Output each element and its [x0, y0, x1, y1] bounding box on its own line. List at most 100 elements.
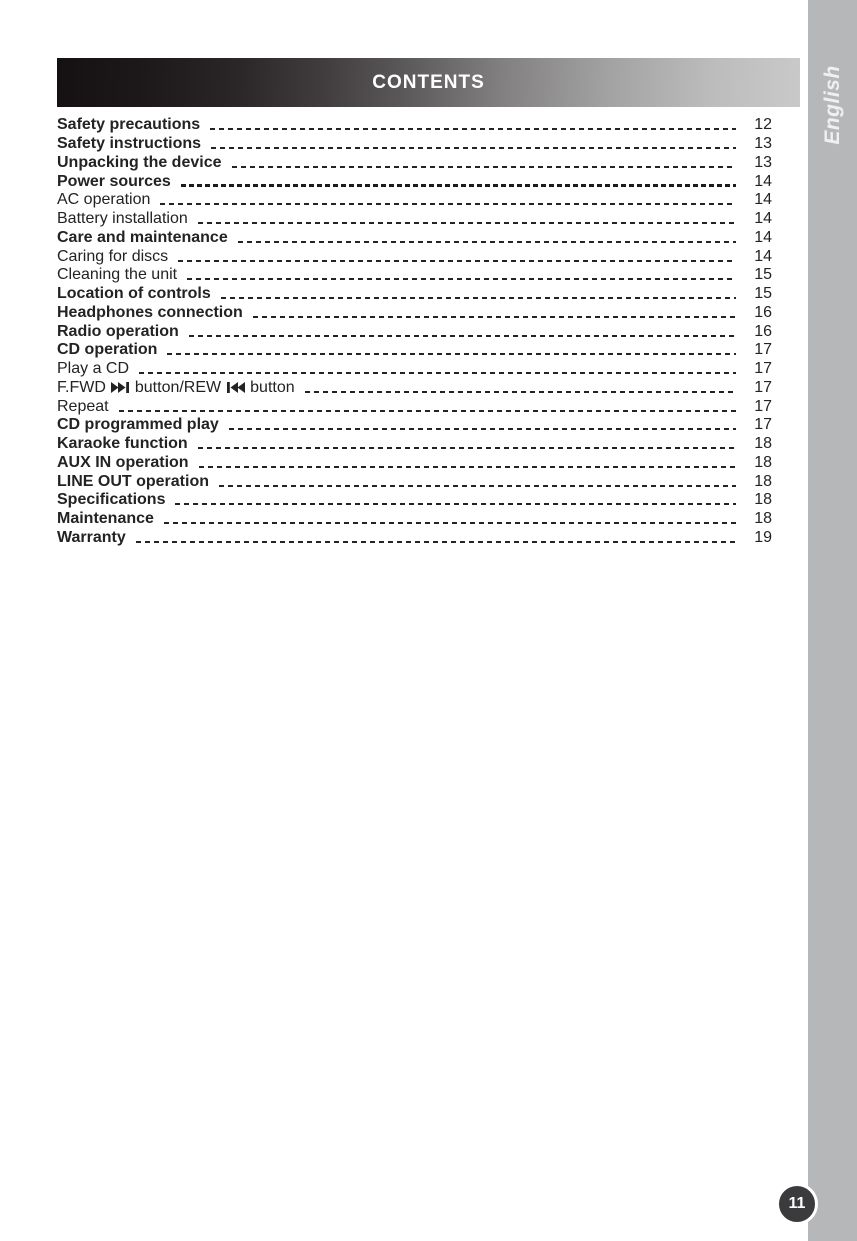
dotted-leader — [197, 222, 736, 225]
contents-header-bar: CONTENTS — [57, 58, 800, 107]
page-title: CONTENTS — [372, 72, 485, 93]
dotted-leader — [231, 165, 736, 168]
dotted-leader — [163, 522, 736, 525]
dotted-leader — [198, 465, 736, 468]
toc-entry-page: 15 — [754, 285, 772, 303]
toc-entry-label: CD operation — [57, 341, 158, 359]
toc-row-22: Warranty 19 — [57, 529, 772, 548]
toc-row-1: Safety instructions 13 — [57, 135, 772, 154]
toc-entry-label-text: button/REW — [134, 378, 222, 396]
toc-row-3: Power sources 14 — [57, 172, 772, 191]
table-of-contents: Safety precautions 12 Safety instruction… — [57, 116, 772, 547]
dotted-leader — [220, 297, 736, 300]
toc-row-8: Cleaning the unit 15 — [57, 266, 772, 285]
toc-entry-page: 17 — [754, 397, 772, 415]
toc-row-7: Caring for discs 14 — [57, 247, 772, 266]
toc-row-11: Radio operation 16 — [57, 322, 772, 341]
toc-entry-page: 12 — [754, 116, 772, 134]
dotted-leader — [187, 278, 736, 281]
toc-entry-label: Cleaning the unit — [57, 266, 178, 284]
toc-entry-label: CD programmed play — [57, 416, 219, 434]
toc-row-0: Safety precautions 12 — [57, 116, 772, 135]
toc-row-6: Care and maintenance 14 — [57, 229, 772, 248]
prev-track-icon — [226, 382, 246, 394]
toc-entry-page: 17 — [754, 378, 772, 396]
dotted-leader — [167, 353, 736, 356]
dotted-leader — [228, 428, 736, 431]
toc-entry-page: 18 — [754, 435, 772, 453]
toc-row-20: Specifications 18 — [57, 491, 772, 510]
toc-row-5: Battery installation 14 — [57, 210, 772, 229]
toc-row-9: Location of controls 15 — [57, 285, 772, 304]
dotted-leader — [139, 372, 736, 375]
toc-entry-label-text: button — [250, 378, 295, 396]
dotted-leader — [178, 259, 736, 262]
toc-row-19: LINE OUT operation 18 — [57, 472, 772, 491]
toc-row-4: AC operation 14 — [57, 191, 772, 210]
toc-entry-page: 13 — [754, 135, 772, 153]
dotted-leader — [180, 184, 736, 188]
toc-entry-label: Power sources — [57, 172, 171, 190]
toc-entry-page: 17 — [754, 341, 772, 359]
toc-entry-page: 16 — [754, 303, 772, 321]
toc-entry-label: Specifications — [57, 491, 166, 509]
toc-entry-page: 19 — [754, 528, 772, 546]
dotted-leader — [304, 390, 736, 393]
dotted-leader — [252, 315, 736, 318]
toc-entry-label: F.FWD button/REW button — [57, 379, 295, 397]
toc-entry-label: Safety instructions — [57, 135, 202, 153]
toc-row-17: Karaoke function 18 — [57, 435, 772, 454]
toc-entry-label: AUX IN operation — [57, 453, 189, 471]
toc-row-10: Headphones connection 16 — [57, 304, 772, 323]
dotted-leader — [197, 447, 736, 450]
dotted-leader — [175, 503, 736, 506]
toc-entry-label: Safety precautions — [57, 116, 201, 134]
toc-entry-page: 18 — [754, 510, 772, 528]
toc-entry-label: Caring for discs — [57, 247, 169, 265]
next-track-icon — [110, 382, 130, 394]
toc-entry-label: Radio operation — [57, 322, 179, 340]
toc-entry-label: AC operation — [57, 191, 151, 209]
toc-entry-page: 18 — [754, 453, 772, 471]
toc-row-18: AUX IN operation 18 — [57, 454, 772, 473]
page-number: 11 — [788, 1195, 806, 1212]
toc-row-21: Maintenance 18 — [57, 510, 772, 529]
toc-entry-page: 18 — [754, 491, 772, 509]
toc-row-13: Play a CD 17 — [57, 360, 772, 379]
toc-row-14: F.FWD button/REW button 17 — [57, 379, 772, 398]
toc-entry-label: Play a CD — [57, 360, 130, 378]
toc-entry-label: Care and maintenance — [57, 228, 228, 246]
toc-entry-label: Warranty — [57, 528, 126, 546]
toc-entry-label-text: F.FWD — [57, 378, 106, 396]
dotted-leader — [160, 203, 736, 206]
toc-entry-label: Headphones connection — [57, 303, 243, 321]
toc-row-12: CD operation 17 — [57, 341, 772, 360]
toc-entry-page: 18 — [754, 472, 772, 490]
toc-entry-label: Maintenance — [57, 510, 154, 528]
toc-entry-page: 14 — [754, 172, 772, 190]
toc-entry-page: 16 — [754, 322, 772, 340]
toc-entry-page: 14 — [754, 247, 772, 265]
dotted-leader — [211, 147, 736, 150]
dotted-leader — [118, 409, 736, 412]
dotted-leader — [210, 128, 736, 131]
toc-entry-label: Karaoke function — [57, 435, 188, 453]
toc-entry-page: 13 — [754, 153, 772, 171]
toc-entry-label: Location of controls — [57, 285, 211, 303]
toc-entry-page: 14 — [754, 191, 772, 209]
language-tab-label: English — [820, 65, 844, 145]
toc-entry-page: 14 — [754, 228, 772, 246]
dotted-leader — [237, 240, 736, 243]
page-number-badge: 11 — [776, 1183, 818, 1225]
toc-entry-page: 17 — [754, 360, 772, 378]
toc-row-16: CD programmed play 17 — [57, 416, 772, 435]
toc-entry-page: 15 — [754, 266, 772, 284]
toc-entry-label: Unpacking the device — [57, 153, 222, 171]
toc-entry-label: LINE OUT operation — [57, 472, 209, 490]
dotted-leader — [219, 484, 736, 487]
dotted-leader — [188, 334, 736, 337]
dotted-leader — [135, 540, 736, 543]
toc-entry-label: Battery installation — [57, 210, 188, 228]
toc-row-2: Unpacking the device 13 — [57, 154, 772, 173]
